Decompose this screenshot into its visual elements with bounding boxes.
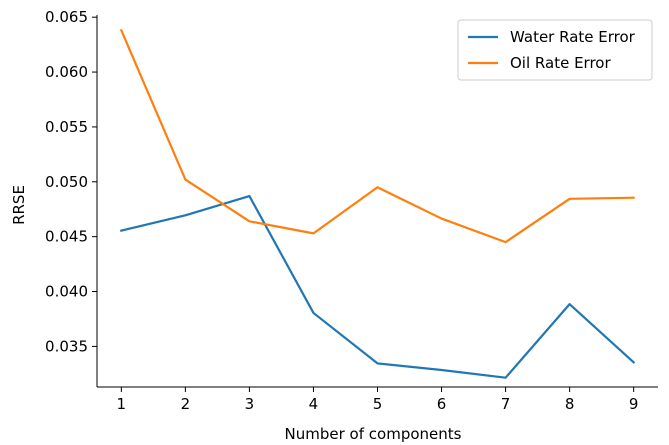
y-tick-label: 0.035	[45, 337, 88, 355]
y-tick-label: 0.040	[45, 283, 88, 301]
series-layer	[119, 28, 636, 379]
y-tick-label: 0.045	[45, 228, 88, 246]
axes: 1 2 3 4 5 6 7 8 9 0.035 0.040 0.045 0.050 0.055 0.060 0…	[45, 8, 658, 413]
x-axis-title: Number of components	[285, 425, 462, 443]
legend-label-1: Water Rate Error	[510, 28, 636, 46]
legend-box	[457, 19, 653, 81]
y-tick-label: 0.050	[45, 173, 88, 191]
x-tick-label: 2	[181, 395, 191, 413]
x-tick-label: 6	[437, 395, 447, 413]
y-axis-title: RRSE	[10, 185, 28, 225]
y-tick-label: 0.055	[45, 118, 88, 136]
x-tick-label: 5	[373, 395, 383, 413]
x-tick-label: 1	[117, 395, 127, 413]
series-line-2	[119, 28, 635, 244]
legend: Water Rate Error Oil Rate Error	[457, 19, 653, 81]
series-line-1	[120, 194, 636, 379]
y-tick-label: 0.065	[45, 8, 88, 26]
x-tick-label: 4	[309, 395, 319, 413]
x-tick-label: 8	[565, 395, 575, 413]
x-tick-label: 9	[629, 395, 639, 413]
y-tick-label: 0.060	[45, 63, 88, 81]
legend-label-2: Oil Rate Error	[510, 54, 611, 72]
x-tick-label: 3	[245, 395, 255, 413]
x-tick-label: 7	[501, 395, 511, 413]
